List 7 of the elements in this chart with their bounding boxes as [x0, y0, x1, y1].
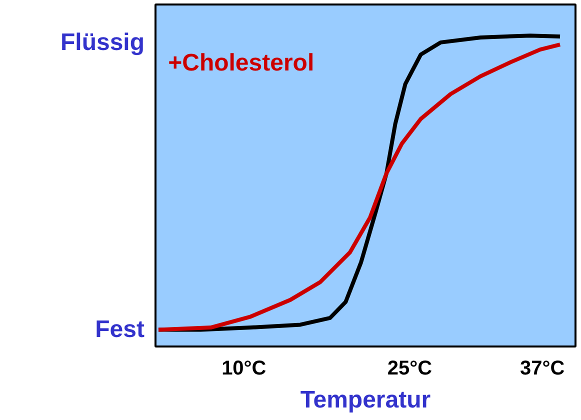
- x-axis-title: Temperatur: [300, 386, 431, 414]
- x-tick-label: 25°C: [387, 358, 432, 380]
- text: +Cholesterol: [168, 50, 314, 77]
- text: Fest: [95, 316, 145, 344]
- x-tick-label: 37°C: [520, 358, 565, 380]
- x-tick-label: 10°C: [222, 358, 266, 380]
- text: Flüssig: [60, 28, 145, 56]
